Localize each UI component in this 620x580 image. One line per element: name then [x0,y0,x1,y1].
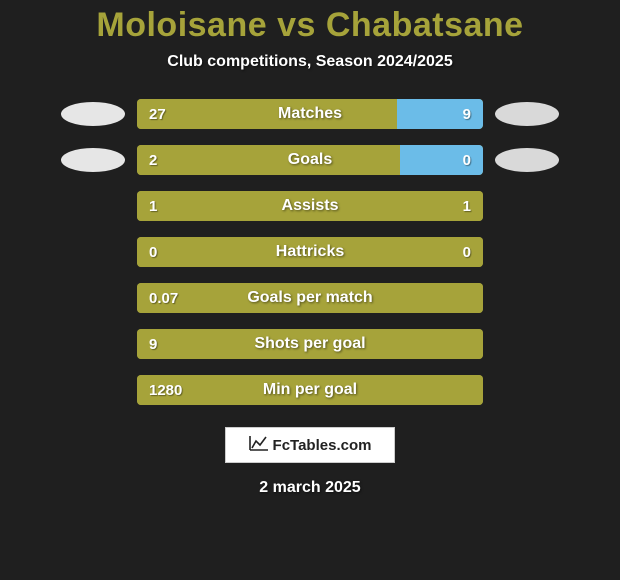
avatar-left [61,102,125,126]
stat-value-left: 2 [149,152,157,169]
stats-rows: 27 9 Matches 2 0 Goals 1 1 Assists 0 0 Hattricks 0.0… [0,99,620,405]
stat-label: Hattricks [276,243,344,261]
date-label: 2 march 2025 [259,479,360,497]
stat-value-right: 9 [463,106,471,123]
stat-value-left: 1280 [149,382,182,399]
stat-bar: 0.07 Goals per match [137,283,483,313]
vs-text: vs [267,6,326,44]
avatar-right [495,148,559,172]
stat-label: Goals [288,151,332,169]
page-title: Moloisane vs Chabatsane [96,6,523,45]
stat-label: Matches [278,105,342,123]
stat-label: Goals per match [247,289,372,307]
stat-value-left: 1 [149,198,157,215]
stat-row: 0 0 Hattricks [0,237,620,267]
stat-bar: 27 9 Matches [137,99,483,129]
stat-bar: 9 Shots per goal [137,329,483,359]
stat-value-left: 9 [149,336,157,353]
bar-fill-left [137,145,400,175]
bar-fill-left [137,99,397,129]
comparison-card: Moloisane vs Chabatsane Club competition… [0,0,620,580]
stat-value-left: 0.07 [149,290,178,307]
footer-text: FcTables.com [273,437,372,454]
stat-value-left: 27 [149,106,166,123]
stat-value-left: 0 [149,244,157,261]
stat-bar: 1 1 Assists [137,191,483,221]
stat-row: 1 1 Assists [0,191,620,221]
stat-value-right: 0 [463,244,471,261]
avatar-right [495,102,559,126]
stat-label: Min per goal [263,381,357,399]
stat-row: 0.07 Goals per match [0,283,620,313]
subtitle: Club competitions, Season 2024/2025 [167,53,452,71]
stat-bar: 2 0 Goals [137,145,483,175]
stat-label: Assists [282,197,339,215]
stat-row: 9 Shots per goal [0,329,620,359]
stat-label: Shots per goal [254,335,365,353]
stat-bar: 1280 Min per goal [137,375,483,405]
player-right-name: Chabatsane [326,6,524,44]
stat-row: 2 0 Goals [0,145,620,175]
stat-row: 27 9 Matches [0,99,620,129]
stat-value-right: 0 [463,152,471,169]
stat-value-right: 1 [463,198,471,215]
stat-bar: 0 0 Hattricks [137,237,483,267]
footer-attribution[interactable]: FcTables.com [225,427,395,463]
player-left-name: Moloisane [96,6,267,44]
chart-icon [249,435,269,456]
avatar-left [61,148,125,172]
stat-row: 1280 Min per goal [0,375,620,405]
